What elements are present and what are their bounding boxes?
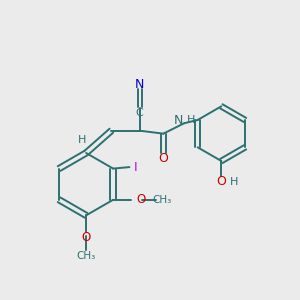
Text: H: H xyxy=(230,177,238,187)
Text: C: C xyxy=(136,108,143,118)
Text: CH₃: CH₃ xyxy=(76,251,96,261)
Text: H: H xyxy=(187,115,196,125)
Text: O: O xyxy=(216,175,226,188)
Text: CH₃: CH₃ xyxy=(152,195,172,205)
Text: I: I xyxy=(134,160,138,174)
Text: O: O xyxy=(136,193,146,206)
Text: H: H xyxy=(77,135,86,145)
Text: N: N xyxy=(135,77,144,91)
Text: N: N xyxy=(173,114,183,128)
Text: O: O xyxy=(82,231,91,244)
Text: O: O xyxy=(158,152,168,165)
